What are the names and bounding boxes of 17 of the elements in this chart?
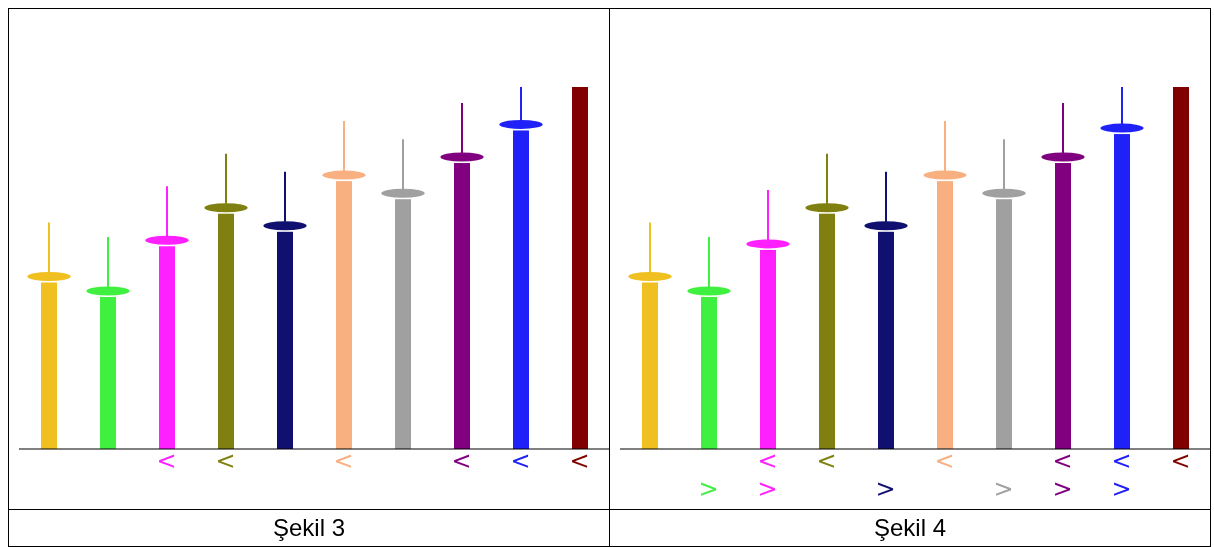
x-tick-label: > (875, 475, 896, 503)
x-tick-label: < (934, 447, 955, 475)
x-tick-label: < (156, 447, 177, 475)
text: Şekil 4 (610, 509, 1210, 546)
x-tick-label: > (993, 475, 1014, 503)
x-tick-label: < (333, 447, 354, 475)
x-tick-label: < (215, 447, 236, 475)
x-tick-label: < > (1111, 447, 1132, 503)
x-tick-label: < (510, 447, 531, 475)
x-tick-label: > (698, 475, 719, 503)
x-tick-label: < > (757, 447, 778, 503)
x-tick-label: < (816, 447, 837, 475)
x-tick-label: < (569, 447, 590, 475)
x-tick-label: < (451, 447, 472, 475)
x-tick-label: < (1170, 447, 1191, 475)
x-tick-label: < > (1052, 447, 1073, 503)
text: Şekil 3 (9, 509, 609, 546)
